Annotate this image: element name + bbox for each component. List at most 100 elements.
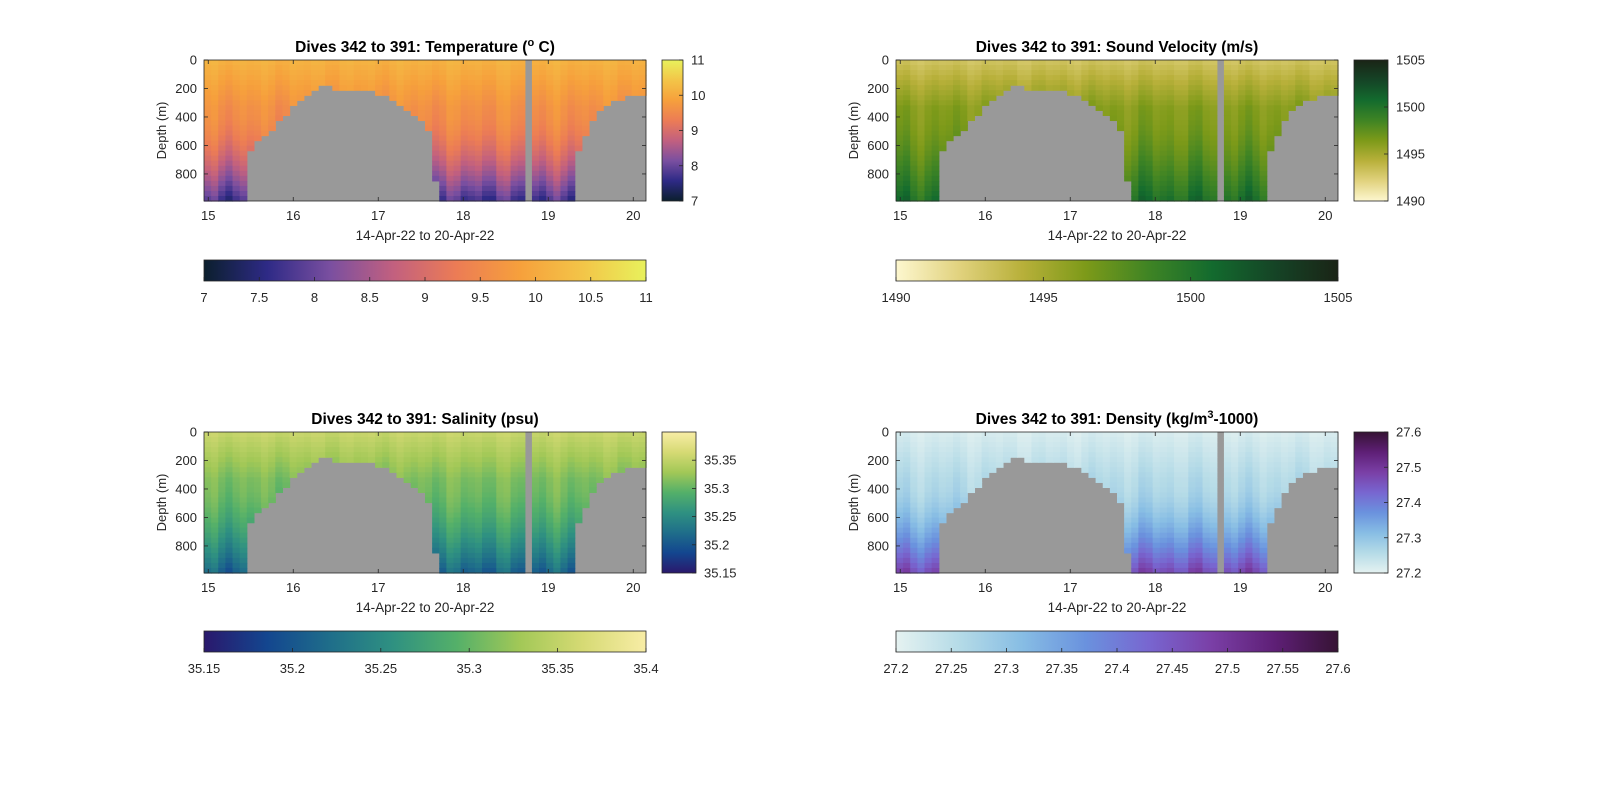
heatmap-cell (474, 462, 483, 468)
heatmap-cell (296, 75, 305, 81)
heatmap-cell (1202, 110, 1211, 116)
heatmap-cell (1131, 175, 1139, 182)
y-axis-label: Depth (m) (846, 102, 861, 160)
heatmap-cell (253, 130, 262, 137)
heatmap-cell (310, 452, 319, 458)
heatmap-cell (1280, 472, 1289, 478)
heatmap-cell (204, 140, 212, 147)
heatmap-cell (896, 130, 904, 137)
heatmap-cell (410, 437, 419, 443)
heatmap-cell (496, 517, 505, 524)
heatmap-cell (482, 522, 490, 529)
heatmap-cell (1252, 115, 1261, 122)
heatmap-cell (389, 437, 398, 443)
heatmap-cell (945, 432, 954, 438)
heatmap-cell (432, 140, 440, 147)
heatmap-cell (938, 457, 947, 463)
heatmap-cell (931, 492, 940, 499)
heatmap-cell (1174, 562, 1182, 569)
heatmap-cell (410, 457, 419, 463)
heatmap-cell (960, 492, 968, 499)
heatmap-cell (510, 512, 519, 519)
x-tick-label: 20 (626, 580, 640, 595)
heatmap-cell (510, 522, 519, 529)
heatmap-cell (239, 125, 248, 132)
heatmap-cell (496, 90, 505, 96)
heatmap-cell (282, 65, 291, 71)
heatmap-cell (974, 457, 983, 463)
heatmap-cell (924, 125, 933, 132)
heatmap-cell (204, 547, 212, 554)
heatmap-cell (1266, 120, 1275, 127)
heatmap-cell (204, 125, 212, 132)
heatmap-cell (289, 70, 298, 76)
heatmap-cell (232, 130, 241, 137)
heatmap-cell (467, 100, 476, 106)
heatmap-cell (432, 497, 440, 504)
heatmap-cell (960, 80, 968, 86)
heatmap-cell (417, 65, 426, 71)
heatmap-cell (1131, 190, 1139, 197)
heatmap-cell (917, 487, 926, 494)
heatmap-cell (1117, 467, 1125, 473)
heatmap-cell (303, 452, 312, 458)
heatmap-cell (460, 75, 469, 81)
heatmap-cell (896, 180, 904, 187)
heatmap-cell (1231, 472, 1239, 478)
heatmap-cell (910, 100, 918, 106)
heatmap-cell (253, 497, 262, 504)
heatmap-cell (924, 145, 933, 152)
heatmap-cell (903, 567, 911, 574)
heatmap-cell (988, 80, 997, 86)
heatmap-cell (1195, 482, 1204, 488)
heatmap-cell (425, 497, 433, 504)
heatmap-cell (482, 542, 490, 549)
heatmap-cell (261, 462, 269, 468)
heatmap-cell (546, 497, 554, 504)
heatmap-cell (917, 130, 926, 137)
heatmap-cell (218, 175, 226, 182)
heatmap-cell (1174, 155, 1182, 162)
axes-frame (895, 431, 1339, 574)
heatmap-cell (1245, 447, 1254, 453)
heatmap-cell (938, 437, 947, 443)
heatmap-cell (439, 80, 447, 86)
heatmap-cell (1131, 467, 1139, 473)
heatmap-cell (1138, 195, 1147, 202)
heatmap-cell (553, 195, 562, 202)
heatmap-cell (1102, 467, 1111, 473)
heatmap-cell (1145, 432, 1154, 438)
heatmap-cell (1145, 492, 1154, 499)
heatmap-cell (1024, 60, 1033, 66)
heatmap-cell (211, 457, 219, 463)
heatmap-cell (1238, 467, 1246, 473)
title-main: Dives 342 to 391: Temperature ( (295, 39, 528, 56)
heatmap-cell (232, 145, 241, 152)
heatmap-cell (489, 90, 497, 96)
heatmap-cell (496, 65, 505, 71)
heatmap-cell (439, 442, 447, 448)
heatmap-cell (496, 165, 505, 172)
heatmap-cell (496, 70, 505, 76)
heatmap-cell (325, 80, 333, 86)
heatmap-cell (617, 75, 626, 81)
heatmap-cell (1138, 110, 1147, 116)
heatmap-cell (896, 80, 904, 86)
heatmap-cell (253, 120, 262, 127)
heatmap-cell (474, 492, 483, 499)
heatmap-cell (460, 145, 469, 152)
heatmap-cell (1131, 522, 1139, 529)
heatmap-cell (1031, 452, 1040, 458)
heatmap-cell (510, 487, 519, 494)
heatmap-cell (1045, 85, 1054, 91)
heatmap-cell (246, 512, 255, 519)
heatmap-cell (1088, 70, 1097, 76)
heatmap-cell (467, 532, 476, 539)
heatmap-cell (910, 567, 918, 574)
heatmap-cell (482, 467, 490, 473)
heatmap-cell (396, 472, 405, 478)
heatmap-cell (232, 432, 241, 438)
heatmap-cell (981, 472, 990, 478)
heatmap-cell (1202, 512, 1211, 519)
heatmap-cell (439, 95, 447, 101)
